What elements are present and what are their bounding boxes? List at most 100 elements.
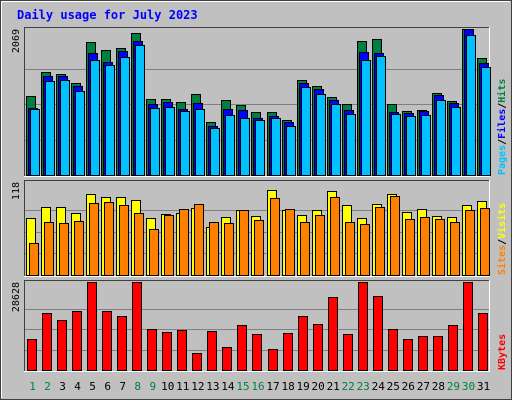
bar-sites-day-23 — [360, 224, 370, 276]
bar-kbytes-day-13 — [207, 331, 217, 371]
legend-entry: KBytes — [497, 334, 508, 370]
bar-kbytes-day-24 — [373, 296, 383, 371]
bar-sites-day-25 — [390, 196, 400, 276]
bar-pages-day-10 — [165, 107, 175, 176]
bar-pages-day-17 — [271, 118, 281, 176]
bar-kbytes-day-9 — [147, 329, 157, 371]
legend-entry: Hits — [496, 79, 508, 103]
bar-sites-day-31 — [480, 208, 490, 276]
x-tick-day-5: 5 — [89, 380, 96, 393]
bar-pages-day-27 — [421, 115, 431, 176]
bar-sites-day-1 — [29, 243, 39, 276]
x-tick-day-12: 12 — [191, 380, 204, 393]
bar-kbytes-day-15 — [237, 325, 247, 371]
bar-sites-day-3 — [59, 223, 69, 276]
panels-group: 2069Pages/Files/Hits118Sites/Visits28628… — [11, 27, 508, 372]
x-tick-day-6: 6 — [104, 380, 111, 393]
bar-sites-day-6 — [104, 202, 114, 276]
panel-max-label: 2069 — [11, 29, 22, 53]
bar-kbytes-day-19 — [298, 316, 308, 371]
x-tick-day-4: 4 — [74, 380, 81, 393]
legend-entry: Visits — [496, 203, 508, 239]
x-tick-day-2: 2 — [44, 380, 51, 393]
panel-kbytes: 28628 KBytes — [11, 280, 508, 372]
bar-sites-day-29 — [450, 222, 460, 276]
x-tick-day-29: 29 — [447, 380, 460, 393]
x-tick-day-7: 7 — [119, 380, 126, 393]
bar-sites-day-17 — [270, 198, 280, 276]
bar-pages-day-8 — [135, 45, 145, 176]
bar-kbytes-day-4 — [72, 311, 82, 371]
bar-sites-day-10 — [164, 215, 174, 276]
bar-sites-day-18 — [285, 209, 295, 276]
bar-sites-day-16 — [254, 220, 264, 276]
bar-sites-day-9 — [149, 229, 159, 276]
bar-sites-day-4 — [74, 221, 84, 276]
x-tick-day-21: 21 — [327, 380, 340, 393]
bar-pages-day-4 — [75, 91, 85, 176]
bar-pages-day-25 — [391, 114, 401, 176]
x-tick-day-14: 14 — [221, 380, 235, 393]
bar-pages-day-19 — [301, 87, 311, 176]
panel-legend-label: Pages/Files/Hits — [496, 79, 508, 175]
bar-pages-day-5 — [90, 60, 100, 176]
legend-entry: Files — [496, 109, 508, 139]
bar-kbytes-day-7 — [117, 316, 127, 371]
bar-kbytes-day-25 — [388, 329, 398, 371]
bar-sites-day-5 — [89, 203, 99, 276]
bar-sites-day-7 — [119, 205, 129, 276]
x-tick-day-16: 16 — [251, 380, 264, 393]
bar-pages-day-30 — [466, 35, 476, 176]
x-axis-labels: 1 2 3 4 5 6 7 8 9 10 11 12 13 14 15 16 17 18 19 20 21 22 23 24 2… — [29, 380, 490, 393]
x-tick-day-10: 10 — [161, 380, 174, 393]
x-tick-day-22: 22 — [342, 380, 355, 393]
bar-pages-day-2 — [45, 81, 55, 176]
bar-kbytes-day-6 — [102, 311, 112, 371]
bar-pages-day-3 — [60, 80, 70, 176]
x-tick-day-24: 24 — [372, 380, 386, 393]
bar-pages-day-29 — [451, 107, 461, 176]
bar-pages-day-23 — [361, 60, 371, 176]
bar-kbytes-day-26 — [403, 339, 413, 371]
bar-kbytes-day-5 — [87, 282, 97, 371]
bar-sites-day-20 — [315, 215, 325, 276]
bar-kbytes-day-18 — [283, 333, 293, 371]
legend-entry: Pages — [497, 145, 508, 175]
bar-pages-day-24 — [376, 56, 386, 176]
x-tick-day-25: 25 — [387, 380, 400, 393]
bar-pages-day-20 — [316, 94, 326, 176]
bar-kbytes-day-30 — [463, 282, 473, 371]
legend-entry: / — [497, 103, 508, 109]
panel-max-label: 28628 — [11, 282, 22, 312]
x-tick-day-13: 13 — [206, 380, 219, 393]
bar-kbytes-day-14 — [222, 347, 232, 371]
bar-sites-day-12 — [194, 204, 204, 276]
panel-legend-label: KBytes — [497, 334, 508, 370]
bar-sites-day-14 — [224, 223, 234, 276]
bar-sites-day-15 — [239, 210, 249, 276]
bar-kbytes-day-11 — [177, 330, 187, 371]
bar-kbytes-day-20 — [313, 324, 323, 371]
x-tick-day-8: 8 — [134, 380, 141, 393]
x-tick-day-19: 19 — [296, 380, 309, 393]
bar-kbytes-day-23 — [358, 282, 368, 371]
bar-sites-day-26 — [405, 219, 415, 276]
bar-kbytes-day-8 — [132, 282, 142, 371]
x-tick-day-23: 23 — [357, 380, 370, 393]
bar-sites-day-13 — [209, 222, 219, 276]
bar-kbytes-day-2 — [42, 313, 52, 371]
bar-pages-day-28 — [436, 100, 446, 176]
bar-kbytes-day-10 — [162, 332, 172, 371]
bar-kbytes-day-16 — [252, 334, 262, 371]
bar-pages-day-31 — [481, 67, 491, 176]
legend-entry: / — [497, 139, 508, 145]
x-tick-day-9: 9 — [149, 380, 156, 393]
bar-pages-day-14 — [225, 115, 235, 176]
legend-entry: Sites — [496, 245, 508, 275]
bar-kbytes-day-31 — [478, 313, 488, 371]
bar-pages-day-9 — [150, 108, 160, 176]
bar-pages-day-16 — [255, 120, 265, 176]
bar-sites-day-8 — [134, 213, 144, 276]
legend-entry: / — [497, 239, 508, 245]
panel-max-label: 118 — [11, 182, 22, 200]
